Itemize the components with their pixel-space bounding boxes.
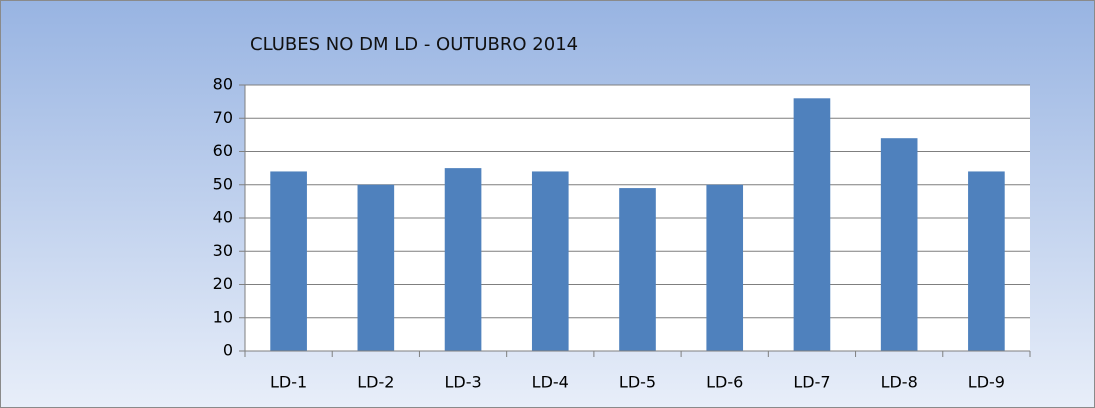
bar xyxy=(357,184,395,351)
chart-title: CLUBES NO DM LD - OUTUBRO 2014 xyxy=(250,34,578,55)
bar xyxy=(880,138,918,351)
y-tick-label: 50 xyxy=(213,174,233,193)
y-tick-label: 80 xyxy=(213,75,233,94)
x-tick-label: LD-7 xyxy=(793,373,830,392)
bar xyxy=(793,98,831,351)
y-tick-label: 30 xyxy=(213,241,233,260)
bar xyxy=(531,171,569,351)
x-tick-label: LD-4 xyxy=(532,373,569,392)
x-tick-label: LD-8 xyxy=(881,373,918,392)
x-tick-label: LD-1 xyxy=(270,373,307,392)
bar xyxy=(444,168,482,351)
y-tick-label: 20 xyxy=(213,274,233,293)
y-tick-label: 70 xyxy=(213,108,233,127)
bar xyxy=(968,171,1005,351)
bar xyxy=(270,171,307,351)
y-tick-label: 40 xyxy=(213,208,233,227)
bar xyxy=(619,188,656,351)
bar xyxy=(706,184,744,351)
y-tick-label: 0 xyxy=(223,341,233,360)
x-tick-label: LD-5 xyxy=(619,373,656,392)
x-tick-label: LD-6 xyxy=(706,373,743,392)
x-tick-label: LD-9 xyxy=(968,373,1005,392)
x-tick-label: LD-2 xyxy=(357,373,394,392)
y-tick-label: 60 xyxy=(213,141,233,160)
y-tick-label: 10 xyxy=(213,307,233,326)
x-tick-label: LD-3 xyxy=(444,373,481,392)
